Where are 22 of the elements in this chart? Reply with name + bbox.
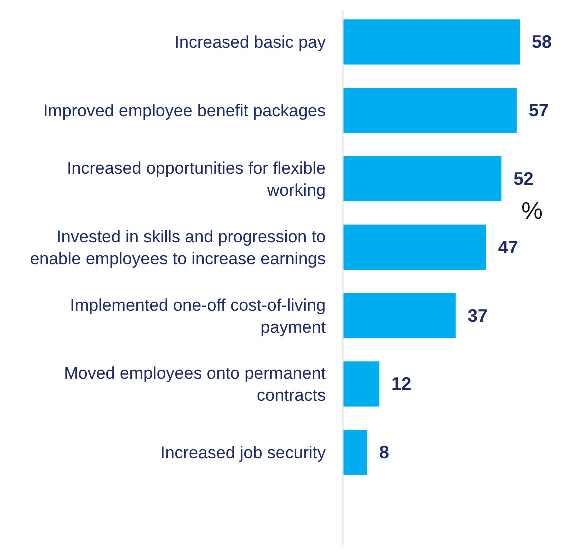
data-label: 47 xyxy=(498,237,518,258)
data-label: 57 xyxy=(528,100,549,121)
y-tick-label: Invested in skills and progression to enable employees to increase earnings xyxy=(30,226,326,268)
bar xyxy=(343,293,456,338)
data-label: 12 xyxy=(392,374,412,394)
y-tick-label: Increased basic pay xyxy=(174,32,326,52)
bar xyxy=(343,20,520,65)
bar xyxy=(343,362,380,407)
bar xyxy=(343,156,502,202)
text: % xyxy=(522,198,543,225)
data-label: 37 xyxy=(468,306,488,326)
data-label: 52 xyxy=(514,169,534,189)
y-tick-label: Increased opportunities for flexible working xyxy=(67,158,326,200)
y-tick-label: Implemented one-off cost-of-living payment xyxy=(70,295,326,336)
bar xyxy=(343,88,517,134)
bar xyxy=(343,224,486,270)
y-tick-label: Moved employees onto permanent contracts xyxy=(64,364,326,405)
y-tick-label: Increased job security xyxy=(160,443,326,462)
bar xyxy=(343,430,368,476)
y-tick-label: Improved employee benefit packages xyxy=(43,101,326,120)
data-label: 58 xyxy=(532,32,552,52)
data-label: 8 xyxy=(379,442,390,463)
